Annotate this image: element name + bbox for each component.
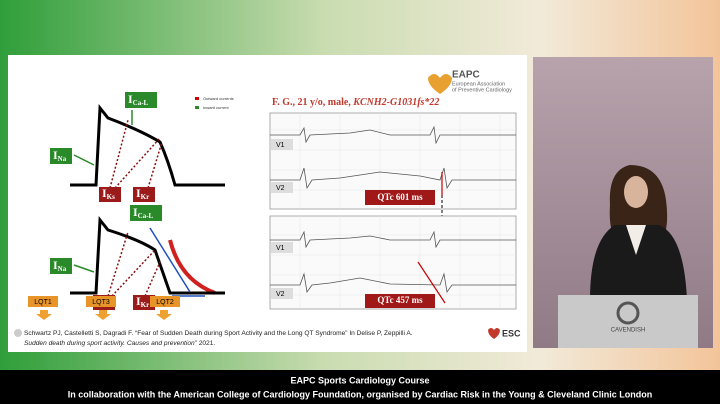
text-part: 2021. [197, 340, 216, 347]
syndrome-label: LQT1 [34, 299, 52, 306]
arrow [73, 154, 95, 166]
legend-entry: Outward currents [203, 96, 234, 101]
esc-heart [488, 328, 500, 339]
text-part: I [136, 294, 141, 308]
current-label: IKr [136, 186, 149, 201]
ecg-title: F. G., 21 y/o, male, KCNH2-G1031fs*22 [272, 97, 439, 108]
qtc-label: QTc 457 ms [377, 295, 423, 305]
syndrome-label: LQT3 [92, 299, 110, 306]
banner-title: EAPC Sports Cardiology Course [290, 375, 429, 385]
arrow [73, 264, 95, 273]
text-part: Na [58, 155, 67, 163]
lead-label: V2 [276, 291, 285, 298]
banner [0, 370, 720, 404]
qtc-label: QTc 601 ms [377, 192, 423, 202]
text-part: F. G., 21 y/o, male, [272, 97, 353, 108]
action-potential [70, 215, 225, 295]
logo-heart [428, 74, 452, 94]
text-part: I [128, 92, 133, 106]
current-label: ICa-L [133, 205, 154, 220]
text-part: I [53, 258, 58, 272]
action-potential [70, 103, 225, 187]
podium-text: CAVENDISH [611, 328, 646, 334]
current-arrows [109, 119, 163, 189]
esc-logo: ESC [502, 328, 521, 338]
text-part: Ca-L [133, 99, 149, 107]
text-part: KCNH2-G1031fs*22 [352, 97, 439, 108]
current-label: IKs [102, 186, 115, 201]
lead-label: V2 [276, 185, 285, 192]
lead-label: V1 [276, 245, 285, 252]
logo-text: of Preventive Cardiology [452, 87, 512, 93]
banner-subtitle: In collaboration with the American Colle… [68, 389, 652, 399]
text-part: Sudden death during sport activity. Caus… [24, 340, 198, 347]
text-part: Ca-L [138, 212, 154, 220]
citation: Sudden death during sport activity. Caus… [24, 340, 215, 347]
text-part: Na [58, 265, 67, 273]
current-label: INa [53, 258, 67, 273]
text-part: I [53, 148, 58, 162]
ecg-panel: V1 V2 QTc 457 ms [269, 215, 517, 310]
text-part: Ks [107, 193, 115, 201]
syndrome-label: LQT2 [156, 299, 174, 306]
logo-text: European Association [452, 81, 505, 87]
lead-label: V1 [276, 142, 285, 149]
citation: Schwartz PJ, Castelletti S, Dagradi F. “… [24, 330, 413, 337]
current-label: IKr [136, 294, 149, 309]
current-label: INa [53, 148, 67, 163]
current-label: ICa-L [128, 92, 149, 107]
lqt-arrows [36, 310, 172, 320]
text-part: I [136, 186, 141, 200]
current-arrows [107, 231, 161, 297]
line [149, 227, 191, 293]
slide: EAPC European Association of Preventive … [8, 55, 527, 352]
ecg-panel: V1 V2 QTc 601 ms [269, 112, 517, 300]
logo-name: EAPC [452, 70, 480, 81]
text-part: Kr [141, 193, 150, 201]
tangent [417, 261, 446, 304]
speaker-video: CAVENDISH [533, 57, 713, 348]
text-part: I [133, 205, 138, 219]
text-part: I [102, 186, 107, 200]
text-part: Kr [141, 301, 150, 309]
legend-entry: Inward current [203, 105, 229, 110]
prolonged-ap [168, 239, 216, 295]
